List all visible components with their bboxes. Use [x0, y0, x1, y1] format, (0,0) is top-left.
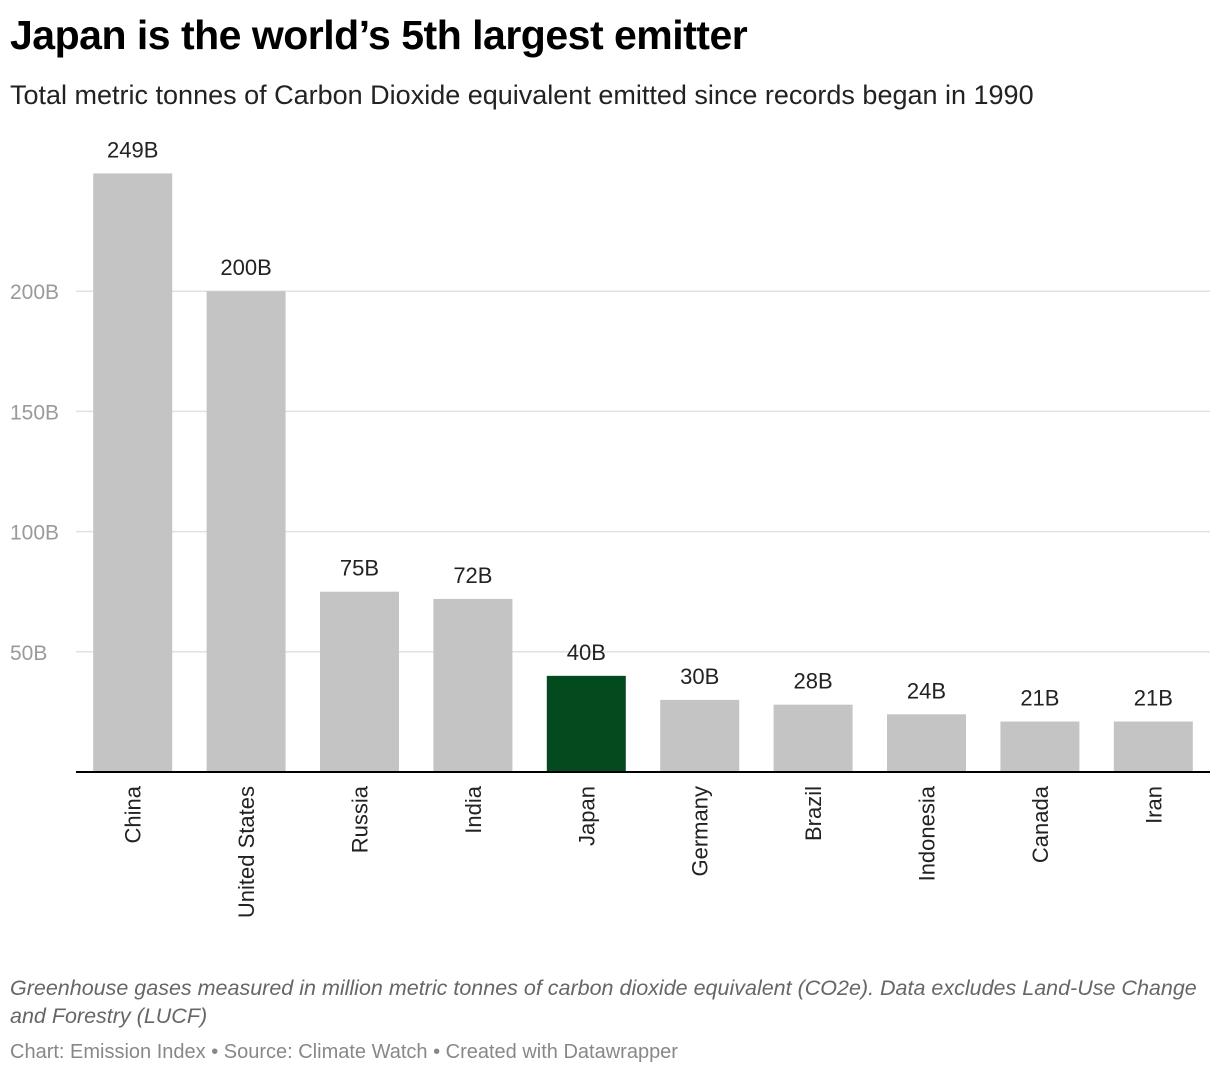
category-label: Russia: [348, 785, 373, 853]
bar-japan: [546, 675, 626, 772]
chart-notes: Greenhouse gases measured in million met…: [10, 976, 1197, 1028]
bar-brazil: [773, 704, 853, 772]
category-label: Brazil: [801, 786, 826, 841]
bar-russia: [320, 591, 399, 772]
value-label: 72B: [453, 563, 492, 588]
bar-china: [93, 173, 173, 773]
category-label: United States: [234, 786, 259, 918]
value-label: 200B: [220, 255, 271, 280]
bar-germany: [660, 699, 740, 772]
chart-footer: Chart: Emission Index • Source: Climate …: [10, 1041, 678, 1063]
bar-iran: [1113, 721, 1193, 772]
chart-subtitle: Total metric tonnes of Carbon Dioxide eq…: [10, 80, 1034, 110]
value-label: 30B: [680, 664, 719, 689]
category-label: Canada: [1028, 785, 1053, 863]
labels: 249B China 200B United States 75B Russia 72B In…: [107, 137, 1173, 918]
value-label: 21B: [1134, 686, 1173, 711]
value-label: 75B: [340, 556, 379, 581]
bar-indonesia: [887, 714, 966, 772]
y-tick-label: 150B: [10, 401, 59, 424]
chart-title: Japan is the world’s 5th largest emitter: [10, 12, 748, 58]
category-label: Japan: [574, 786, 599, 846]
bar-canada: [1000, 721, 1080, 772]
category-label: Iran: [1141, 786, 1166, 824]
category-label: Indonesia: [915, 785, 940, 881]
bar-chart: 50B 100B 150B 200B 249B China 200B United Stat…: [10, 137, 1210, 918]
bar-united-states: [206, 291, 286, 772]
category-label: China: [121, 785, 146, 843]
y-tick-label: 200B: [10, 281, 59, 304]
category-label: India: [461, 785, 486, 833]
gridlines: 50B 100B 150B 200B: [10, 281, 1210, 665]
value-label: 249B: [107, 137, 158, 162]
value-label: 21B: [1020, 686, 1059, 711]
value-label: 24B: [907, 678, 946, 703]
y-tick-label: 100B: [10, 522, 59, 545]
value-label: 28B: [794, 669, 833, 694]
bar-india: [433, 598, 513, 772]
category-label: Germany: [688, 786, 713, 876]
y-tick-label: 50B: [10, 642, 47, 665]
bars: [93, 173, 1193, 773]
value-label: 40B: [567, 640, 606, 665]
